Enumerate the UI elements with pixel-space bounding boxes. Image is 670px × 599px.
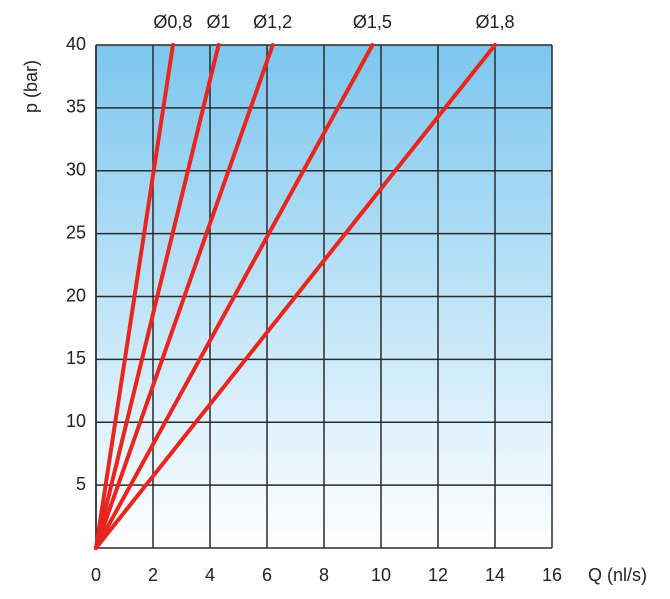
y-axis-label: p (bar) — [21, 60, 41, 113]
x-tick-label: 14 — [485, 565, 505, 585]
y-tick-label: 10 — [66, 411, 86, 431]
series-line — [94, 43, 375, 550]
series-line — [94, 43, 175, 550]
x-axis-label: Q (nl/s) — [588, 565, 647, 585]
y-tick-label: 30 — [66, 160, 86, 180]
y-tick-label: 25 — [66, 222, 86, 242]
series-label: Ø1,2 — [253, 12, 292, 32]
x-tick-label: 16 — [542, 565, 562, 585]
x-tick-label: 4 — [205, 565, 215, 585]
series-label: Ø0,8 — [153, 12, 192, 32]
y-tick-label: 20 — [66, 285, 86, 305]
series-line — [94, 43, 275, 550]
series-label: Ø1,5 — [353, 12, 392, 32]
y-tick-label: 15 — [66, 348, 86, 368]
series-line — [94, 43, 497, 550]
x-tick-label: 6 — [262, 565, 272, 585]
x-tick-label: 12 — [428, 565, 448, 585]
y-tick-label: 40 — [66, 34, 86, 54]
x-tick-label: 8 — [319, 565, 329, 585]
series-label: Ø1 — [207, 12, 231, 32]
series-line — [94, 43, 221, 550]
y-tick-label: 5 — [76, 474, 86, 494]
series-label: Ø1,8 — [475, 12, 514, 32]
y-tick-label: 35 — [66, 97, 86, 117]
x-tick-label: 2 — [148, 565, 158, 585]
x-tick-label: 10 — [371, 565, 391, 585]
x-tick-label: 0 — [91, 565, 101, 585]
